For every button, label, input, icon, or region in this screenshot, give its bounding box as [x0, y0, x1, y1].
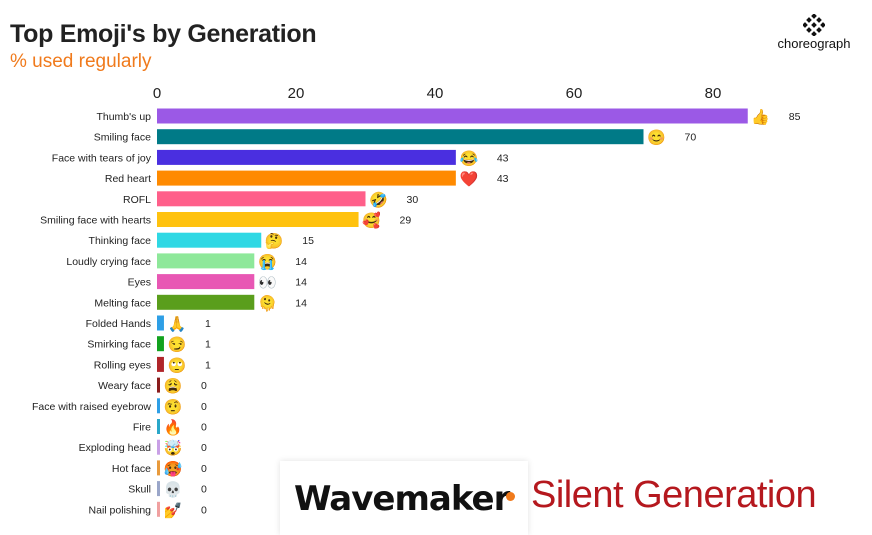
emoji-icon: 💅: [164, 501, 183, 519]
data-label: 15: [302, 235, 314, 247]
emoji-icon: 🫠: [258, 293, 277, 312]
data-label: 43: [497, 152, 509, 164]
category-label: Rolling eyes: [94, 359, 151, 371]
category-label: Skull: [128, 484, 151, 496]
x-tick-label: 80: [705, 85, 722, 102]
generation-label: Silent Generation: [531, 474, 817, 516]
category-label: Eyes: [128, 277, 151, 289]
emoji-icon: 👍: [751, 108, 770, 126]
data-label: 0: [201, 504, 207, 516]
bar: [157, 253, 255, 269]
data-label: 0: [201, 463, 207, 475]
category-label: Nail polishing: [89, 504, 152, 516]
bar: [157, 315, 164, 331]
agency-name: Wavemaker: [294, 479, 510, 519]
data-label: 1: [205, 318, 211, 330]
category-label: Face with raised eyebrow: [32, 401, 151, 413]
choreograph-mark-icon: [803, 14, 825, 36]
choreograph-logo: choreograph: [768, 14, 860, 54]
bar: [157, 460, 160, 476]
x-tick-label: 20: [288, 85, 305, 102]
data-label: 14: [295, 277, 307, 289]
bar: [157, 398, 160, 414]
category-label: Loudly crying face: [66, 256, 151, 268]
bar: [157, 108, 748, 124]
data-label: 0: [201, 422, 207, 434]
emoji-icon: ❤️: [460, 170, 479, 188]
category-label: Folded Hands: [86, 318, 151, 330]
bar: [157, 419, 160, 434]
x-tick-label: 60: [566, 85, 583, 102]
data-label: 29: [400, 215, 412, 227]
category-label: Red heart: [105, 173, 151, 185]
emoji-icon: 😊: [647, 129, 666, 147]
data-label: 0: [201, 401, 207, 413]
bar: [157, 212, 359, 227]
category-label: Exploding head: [79, 442, 152, 454]
category-label: Hot face: [112, 463, 151, 475]
data-label: 30: [407, 194, 419, 206]
data-label: 14: [295, 256, 307, 268]
category-label: Thinking face: [89, 235, 152, 247]
bar: [157, 356, 164, 372]
emoji-icon: 🥵: [164, 460, 183, 478]
bar: [157, 481, 160, 497]
bar: [157, 377, 160, 393]
category-label: Fire: [133, 422, 151, 434]
emoji-icon: 🔥: [164, 419, 183, 437]
emoji-icon: 🙏: [168, 315, 187, 333]
chart-subtitle: % used regularly: [10, 51, 152, 72]
category-label: Thumb's up: [96, 111, 151, 123]
data-label: 14: [295, 297, 307, 309]
bar: [157, 129, 644, 145]
emoji-icon: 😩: [164, 377, 183, 395]
bar: [157, 439, 160, 455]
emoji-icon: 👀: [258, 275, 277, 292]
bar: [157, 191, 366, 207]
bar: [157, 294, 255, 310]
x-tick-label: 0: [153, 85, 161, 102]
bar: [157, 170, 456, 186]
data-label: 1: [205, 359, 211, 371]
emoji-icon: 🤣: [368, 191, 388, 210]
category-label: Smiling face with hearts: [40, 215, 151, 227]
wavemaker-dot-icon: [506, 492, 515, 501]
bar: [157, 232, 262, 248]
data-label: 1: [205, 339, 211, 351]
data-label: 85: [789, 111, 801, 123]
category-label: ROFL: [123, 194, 151, 206]
data-label: 43: [497, 173, 509, 185]
category-label: Smirking face: [87, 339, 151, 351]
category-label: Weary face: [98, 380, 151, 392]
bar: [157, 501, 160, 517]
emoji-icon: 😏: [168, 336, 187, 354]
wavemaker-logo: Wavemaker: [280, 461, 528, 535]
data-label: 0: [201, 380, 207, 392]
data-label: 70: [685, 132, 697, 144]
brand-name: choreograph: [777, 36, 851, 51]
data-label: 0: [201, 442, 207, 454]
bar: [157, 149, 456, 165]
bar: [157, 274, 255, 290]
emoji-icon: 🤯: [164, 439, 183, 457]
emoji-icon: 💀: [164, 481, 183, 499]
data-label: 0: [201, 484, 207, 496]
emoji-icon: 🙄: [168, 356, 187, 374]
emoji-icon: 😂: [460, 149, 479, 167]
emoji-icon: 🤔: [265, 232, 284, 250]
emoji-icon: 🤨: [164, 398, 183, 416]
bar: [157, 336, 164, 352]
emoji-icon: 🥰: [362, 211, 381, 230]
x-tick-label: 40: [427, 85, 444, 102]
category-label: Face with tears of joy: [52, 152, 152, 164]
chart-title: Top Emoji's by Generation: [10, 20, 317, 48]
emoji-icon: 😭: [258, 253, 277, 271]
category-label: Melting face: [94, 297, 151, 309]
category-label: Smiling face: [94, 132, 151, 144]
